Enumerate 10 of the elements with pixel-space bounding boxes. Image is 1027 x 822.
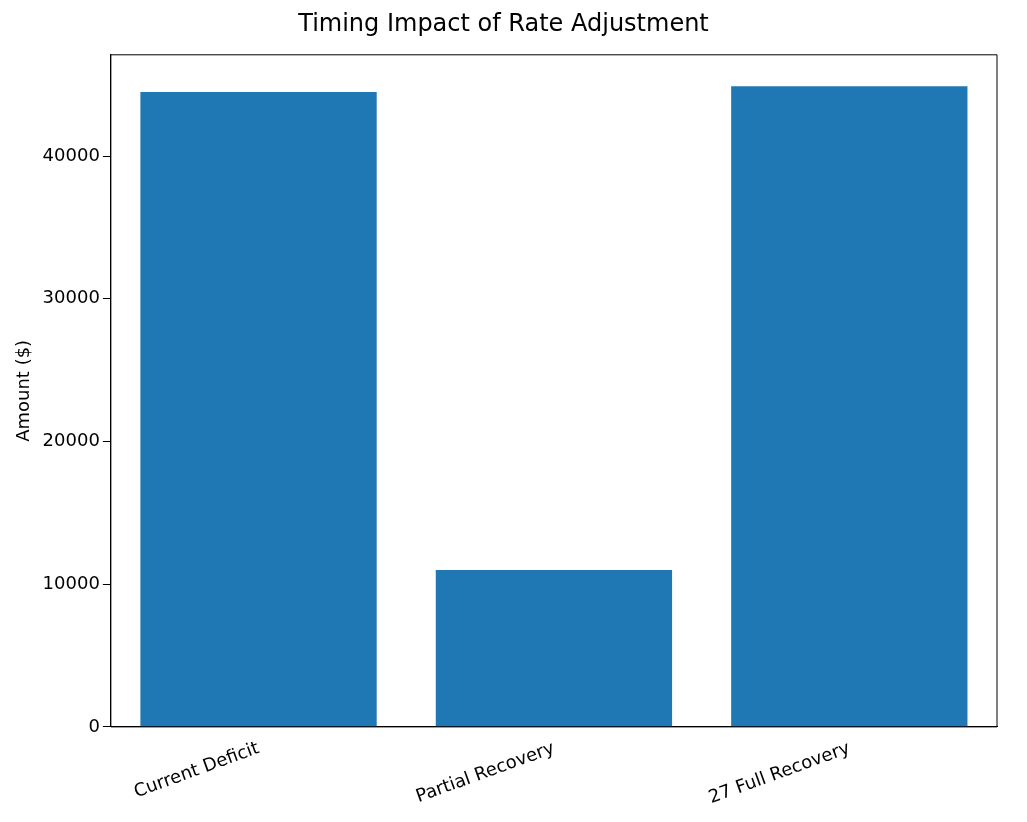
chart-title: Timing Impact of Rate Adjustment	[297, 8, 709, 37]
y-tick-label: 10000	[42, 571, 100, 593]
y-tick-label: 30000	[42, 286, 100, 308]
bar	[435, 569, 673, 727]
y-axis-title: Amount ($)	[12, 339, 34, 442]
bar	[140, 91, 377, 727]
y-tick-label: 0	[88, 714, 100, 736]
bar	[731, 86, 968, 727]
y-tick-label: 20000	[42, 429, 100, 451]
y-tick-label: 40000	[42, 143, 100, 165]
